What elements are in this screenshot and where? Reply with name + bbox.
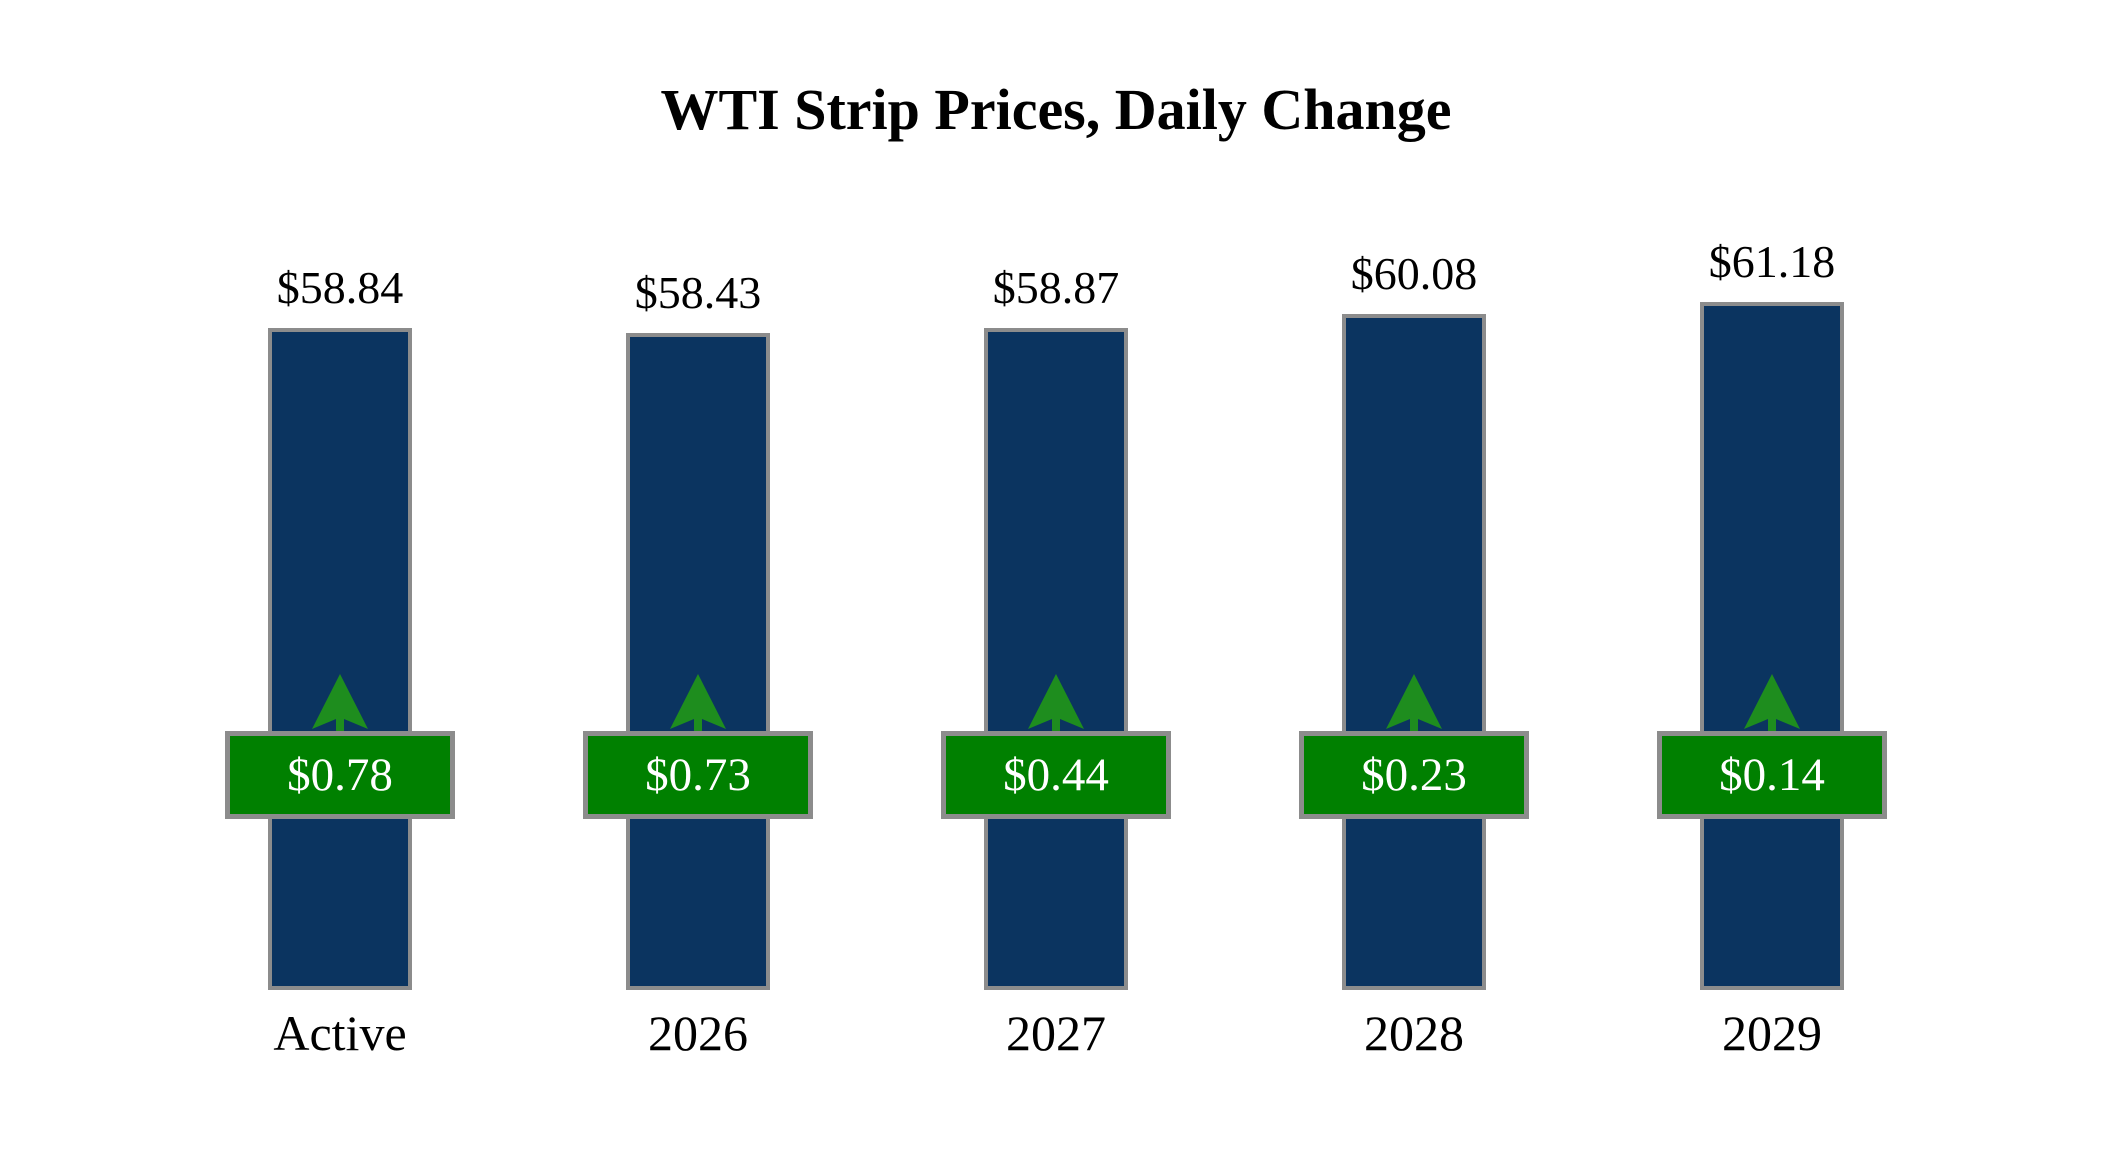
bar-group: $58.43 $0.73 2026	[519, 0, 877, 1152]
category-label: Active	[273, 1005, 407, 1061]
category-label: 2029	[1722, 1005, 1822, 1061]
change-badge: $0.73	[583, 731, 813, 819]
category-label: 2028	[1364, 1005, 1464, 1061]
change-label: $0.14	[1719, 749, 1825, 801]
up-arrow-icon	[1386, 674, 1442, 734]
price-bar	[984, 328, 1128, 990]
price-bar	[268, 328, 412, 990]
up-arrow-icon	[1744, 674, 1800, 734]
chart-title: WTI Strip Prices, Daily Change	[660, 77, 1452, 142]
change-label: $0.73	[645, 749, 751, 801]
up-arrow-icon	[1028, 674, 1084, 734]
price-label: $61.18	[1708, 236, 1836, 287]
bar-groups: $58.84 $0.78 Active $58.43 $0.73 2026 $58.87 $0…	[161, 0, 1951, 1152]
change-label: $0.78	[287, 749, 393, 801]
price-bar	[1700, 302, 1844, 990]
bar-group: $61.18 $0.14 2029	[1593, 0, 1951, 1152]
bar-group: $58.84 $0.78 Active	[161, 0, 519, 1152]
category-label: 2026	[648, 1005, 748, 1061]
bar-group: $60.08 $0.23 2028	[1235, 0, 1593, 1152]
change-badge: $0.78	[225, 731, 455, 819]
up-arrow-icon	[670, 674, 726, 734]
change-badge: $0.44	[941, 731, 1171, 819]
up-arrow-icon	[312, 674, 368, 734]
price-label: $58.43	[634, 267, 762, 318]
change-label: $0.23	[1361, 749, 1467, 801]
change-badge: $0.23	[1299, 731, 1529, 819]
price-label: $60.08	[1350, 248, 1478, 299]
price-bar	[626, 333, 770, 990]
price-bar	[1342, 314, 1486, 990]
price-label: $58.84	[276, 262, 404, 313]
change-badge: $0.14	[1657, 731, 1887, 819]
bar-group: $58.87 $0.44 2027	[877, 0, 1235, 1152]
category-label: 2027	[1006, 1005, 1106, 1061]
change-label: $0.44	[1003, 749, 1109, 801]
price-label: $58.87	[992, 262, 1120, 313]
